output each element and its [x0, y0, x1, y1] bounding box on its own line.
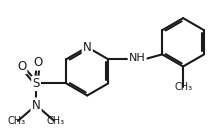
Text: CH₃: CH₃	[8, 116, 26, 126]
Text: O: O	[17, 60, 26, 73]
Text: CH₃: CH₃	[174, 82, 192, 92]
Text: O: O	[34, 56, 43, 69]
Text: N: N	[32, 99, 40, 112]
Text: NH: NH	[129, 53, 146, 63]
Text: S: S	[32, 77, 40, 90]
Text: CH₃: CH₃	[46, 116, 64, 126]
Text: N: N	[83, 41, 92, 54]
